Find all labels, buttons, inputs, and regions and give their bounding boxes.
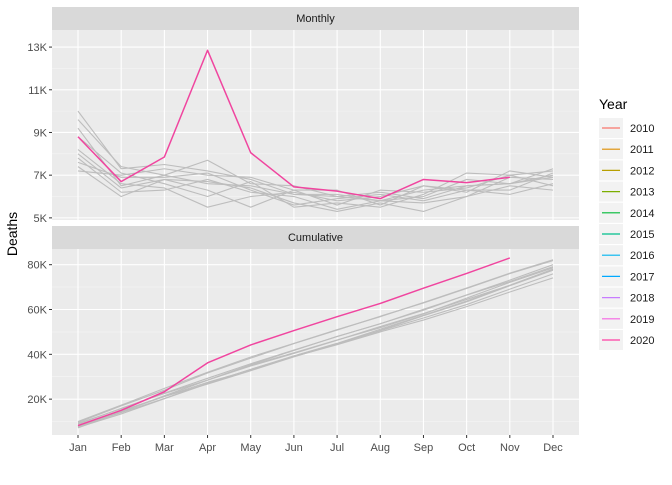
legend-label: 2012 (630, 165, 654, 177)
legend-label: 2010 (630, 123, 654, 135)
axis-layer: 5K 7K 9K 11K 13K 20K 40K 60K 80K Jan Feb Mar Apr May J… (27, 42, 563, 454)
x-tick-label: Nov (500, 442, 520, 454)
legend-label: 2019 (630, 314, 654, 326)
legend-item-2017: 2017 (599, 266, 654, 287)
series-line-2018 (77, 277, 554, 428)
y-tick-label: 7K (34, 170, 48, 182)
strip-label-monthly: Monthly (296, 13, 335, 25)
x-tick-label: Feb (112, 442, 131, 454)
series-line-2019 (77, 168, 554, 206)
legend-label: 2020 (630, 335, 654, 347)
panel-cumulative: Cumulative (52, 226, 579, 435)
legend-item-2020: 2020 (599, 330, 654, 350)
legend-label: 2011 (630, 144, 654, 156)
legend-item-2010: 2010 (599, 118, 654, 138)
x-tick-label: Jan (69, 442, 87, 454)
x-tick-label: Jun (285, 442, 303, 454)
x-tick-label: Dec (543, 442, 563, 454)
y-tick-label: 9K (34, 127, 48, 139)
legend-label: 2015 (630, 229, 654, 241)
legend-item-2016: 2016 (599, 245, 654, 266)
x-tick-label: Oct (458, 442, 475, 454)
series-line-2011 (77, 260, 554, 423)
legend-label: 2014 (630, 208, 654, 220)
x-tick-label: Jul (330, 442, 344, 454)
series-layer (77, 49, 554, 429)
y-tick-label: 40K (27, 349, 47, 361)
legend-label: 2017 (630, 271, 654, 283)
x-tick-label: Sep (414, 442, 434, 454)
strip-monthly (52, 7, 579, 30)
x-tick-label: Aug (370, 442, 390, 454)
legend-item-2014: 2014 (599, 202, 654, 223)
strip-label-cumulative: Cumulative (288, 232, 343, 244)
series-line-2020 (77, 257, 511, 427)
x-tick-label: Mar (155, 442, 174, 454)
series-line-2019 (77, 266, 554, 429)
legend-title: Year (599, 96, 628, 112)
strip-cumulative (52, 226, 579, 249)
series-line-2014 (77, 149, 554, 208)
y-tick-label: 11K (28, 85, 47, 97)
legend-item-2013: 2013 (599, 181, 654, 202)
x-tick-label: Apr (199, 442, 216, 454)
legend-item-2018: 2018 (599, 287, 654, 308)
legend-label: 2018 (630, 293, 654, 305)
legend-label: 2016 (630, 250, 654, 262)
y-tick-label: 80K (27, 260, 47, 272)
legend-item-2019: 2019 (599, 308, 654, 329)
y-tick-label: 20K (27, 394, 47, 406)
y-tick-label: 5K (34, 213, 48, 225)
y-axis-title: Deaths (4, 212, 20, 256)
legend-item-2011: 2011 (599, 139, 654, 160)
legend-item-2012: 2012 (599, 160, 654, 181)
y-tick-label: 13K (27, 42, 47, 54)
legend: Year 20102011201220132014201520162017201… (599, 96, 654, 350)
series-line-2016 (77, 157, 554, 210)
legend-item-2015: 2015 (599, 224, 654, 244)
series-line-2020 (77, 49, 510, 200)
series-line-2018 (77, 166, 554, 213)
legend-label: 2013 (630, 187, 654, 199)
series-line-2015 (77, 153, 554, 208)
series-line-2017 (77, 161, 554, 206)
y-tick-label: 60K (27, 305, 47, 317)
x-tick-label: May (240, 442, 261, 454)
legend-items: 2010 2011 2012 2013 2014 2015 2016 2017 2018 2019… (599, 118, 654, 350)
